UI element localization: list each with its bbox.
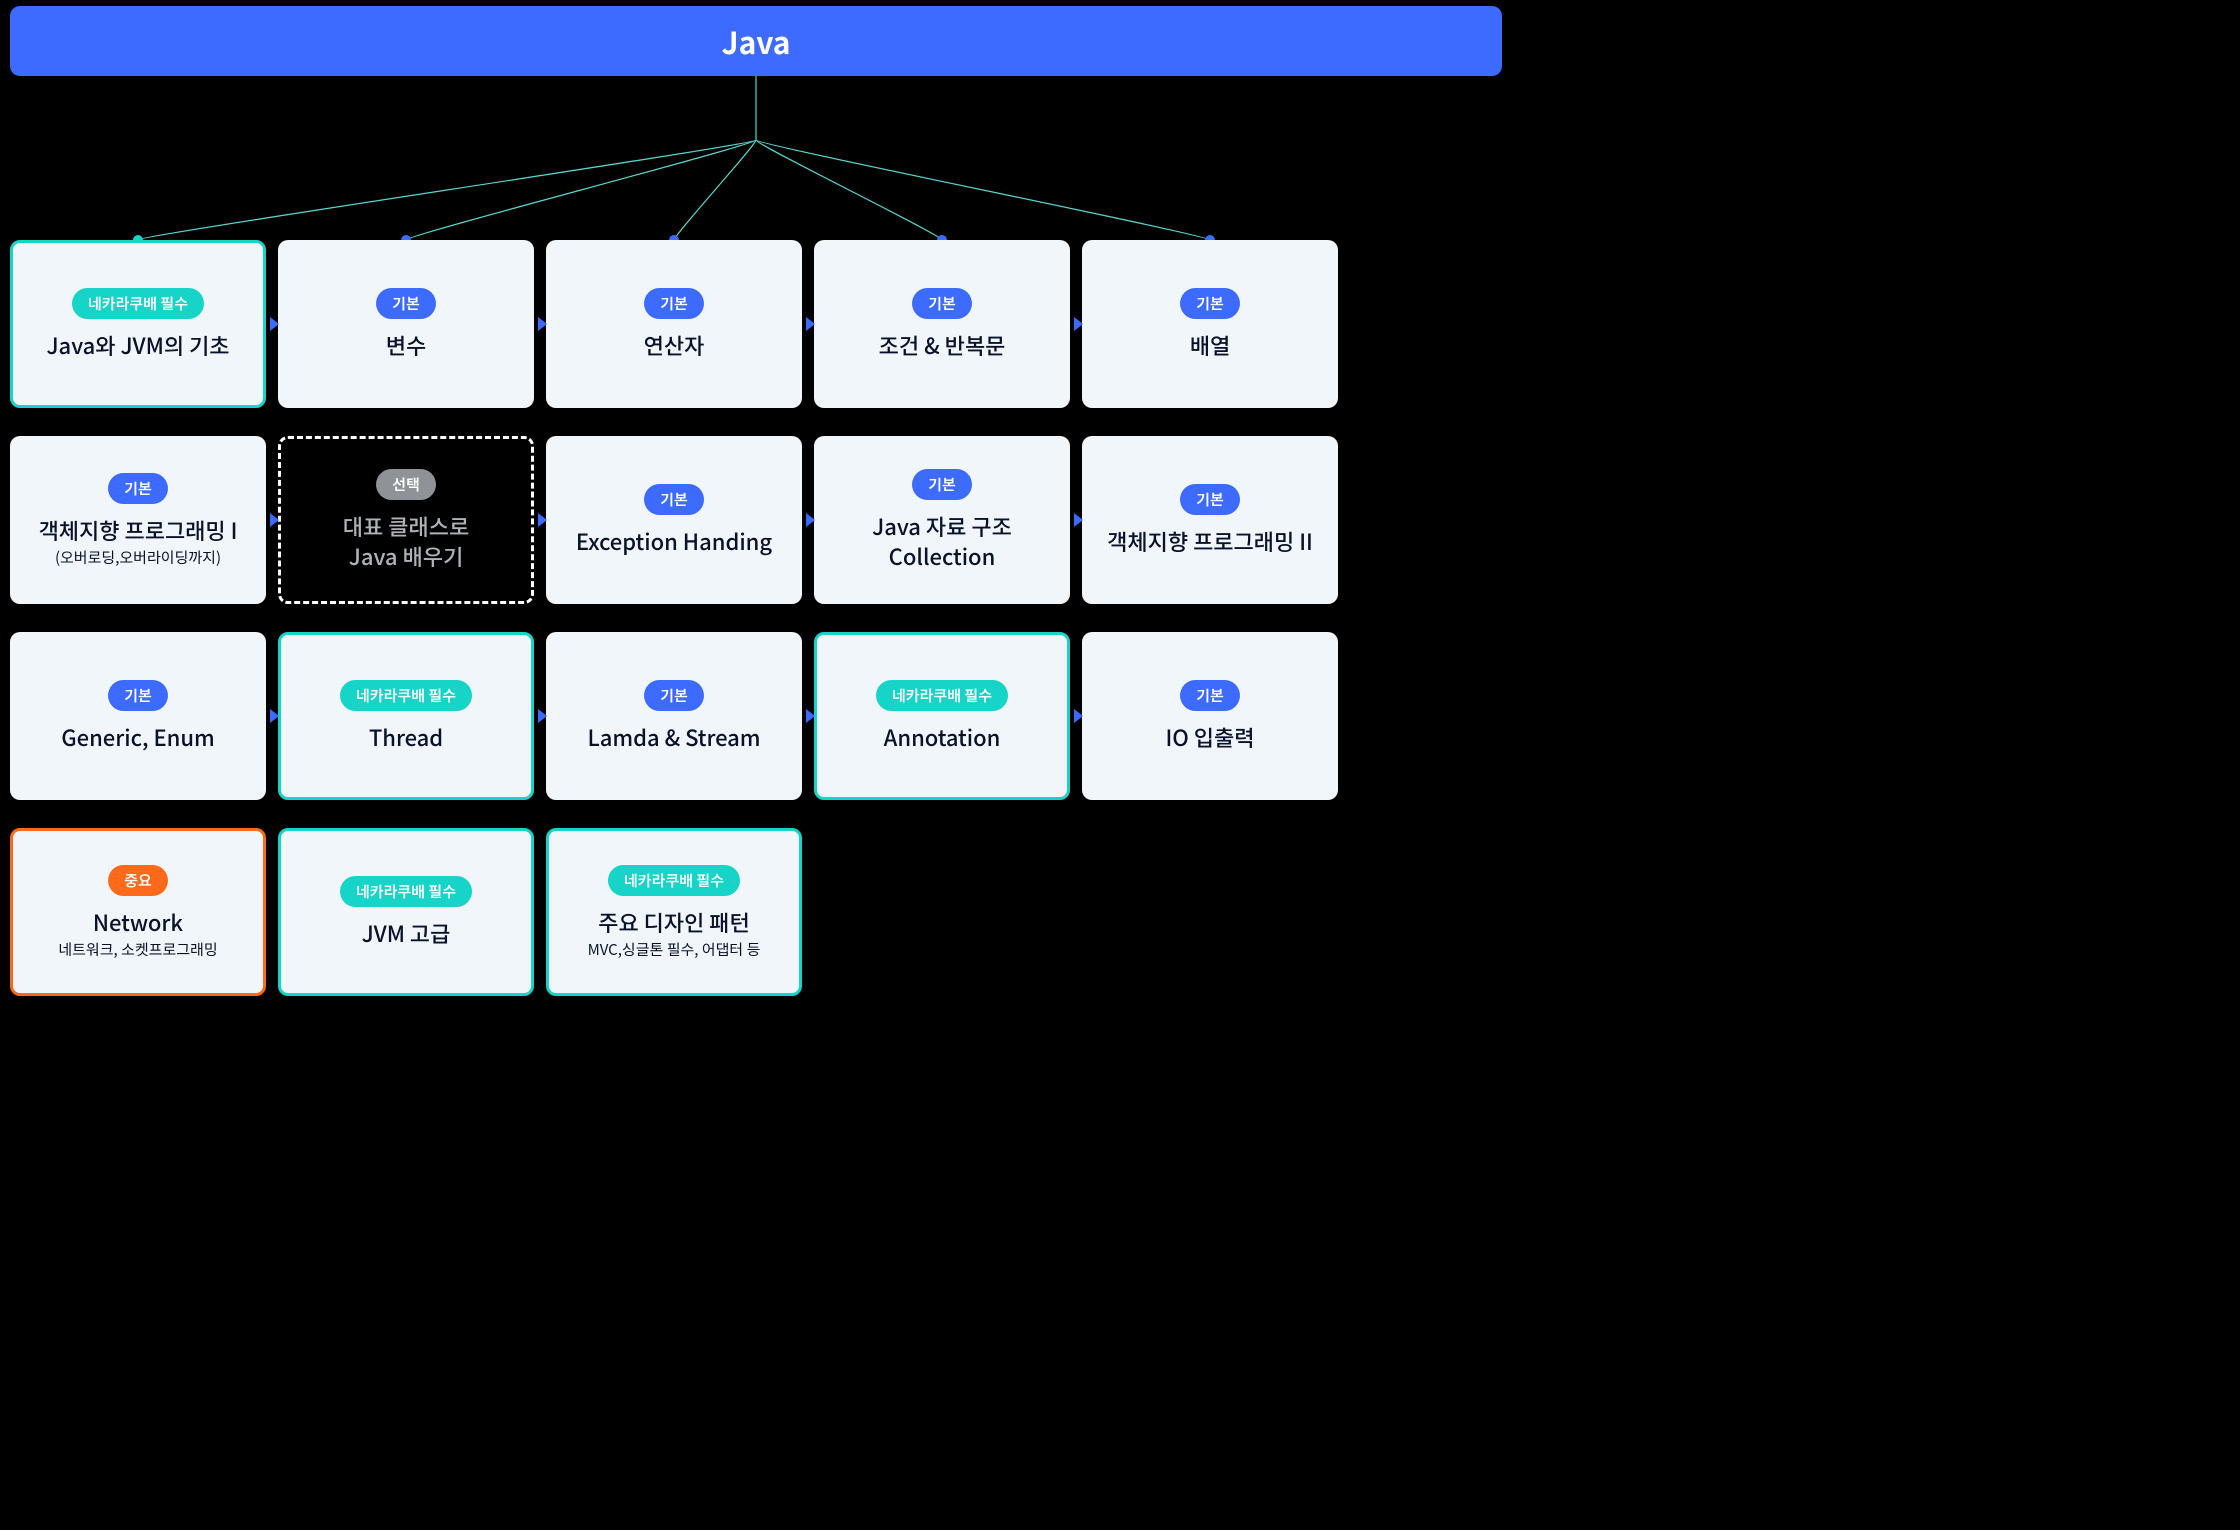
topic-card[interactable]: 기본객체지향 프로그래밍 II: [1082, 436, 1338, 604]
card-badge: 기본: [1180, 680, 1240, 711]
card-title: 변수: [386, 331, 426, 361]
card-title: 조건 & 반복문: [879, 331, 1006, 361]
topic-card[interactable]: 기본 Generic, Enum: [10, 632, 266, 800]
card-badge: 네카라쿠배 필수: [340, 876, 472, 907]
card-badge: 기본: [1180, 484, 1240, 515]
flow-arrow-icon: [806, 709, 815, 723]
card-badge: 네카라쿠배 필수: [340, 680, 472, 711]
topic-card[interactable]: 네카라쿠배 필수 Annotation: [814, 632, 1070, 800]
topic-card[interactable]: 기본 Exception Handing: [546, 436, 802, 604]
flow-arrow-icon: [1074, 709, 1083, 723]
topic-card[interactable]: 기본연산자: [546, 240, 802, 408]
card-title: 객체지향 프로그래밍 II: [1107, 527, 1313, 557]
card-title: Generic, Enum: [61, 723, 215, 753]
card-title: Java와 JVM의 기초: [46, 331, 229, 361]
topic-card[interactable]: 기본조건 & 반복문: [814, 240, 1070, 408]
topic-card[interactable]: 선택대표 클래스로Java 배우기: [278, 436, 534, 604]
card-badge: 선택: [376, 469, 436, 500]
flow-arrow-icon: [270, 317, 279, 331]
topic-card[interactable]: 기본변수: [278, 240, 534, 408]
flow-arrow-icon: [1074, 513, 1083, 527]
card-badge: 기본: [644, 484, 704, 515]
topic-card[interactable]: 중요 Network네트워크, 소켓프로그래밍: [10, 828, 266, 996]
topic-card[interactable]: 네카라쿠배 필수주요 디자인 패턴MVC,싱글톤 필수, 어댑터 등: [546, 828, 802, 996]
card-title: IO 입출력: [1165, 723, 1254, 753]
flow-arrow-icon: [538, 709, 547, 723]
card-subtitle: MVC,싱글톤 필수, 어댑터 등: [588, 940, 761, 960]
card-badge: 네카라쿠배 필수: [876, 680, 1008, 711]
card-title: 객체지향 프로그래밍 I: [39, 516, 238, 546]
topic-card[interactable]: 기본배열: [1082, 240, 1338, 408]
card-badge: 기본: [1180, 288, 1240, 319]
topic-card[interactable]: 기본 Lamda & Stream: [546, 632, 802, 800]
flow-arrow-icon: [538, 513, 547, 527]
flow-arrow-icon: [270, 709, 279, 723]
topic-card[interactable]: 기본 IO 입출력: [1082, 632, 1338, 800]
card-badge: 기본: [108, 680, 168, 711]
card-badge: 네카라쿠배 필수: [72, 288, 204, 319]
card-badge: 기본: [644, 288, 704, 319]
flow-arrow-icon: [538, 317, 547, 331]
card-badge: 기본: [912, 469, 972, 500]
card-badge: 기본: [376, 288, 436, 319]
topic-card[interactable]: 기본 Java 자료 구조Collection: [814, 436, 1070, 604]
flow-arrow-icon: [806, 513, 815, 527]
card-title: 배열: [1190, 331, 1230, 361]
root-header-label: Java: [722, 19, 791, 63]
topic-card[interactable]: 기본객체지향 프로그래밍 I(오버로딩,오버라이딩까지): [10, 436, 266, 604]
card-subtitle: 네트워크, 소켓프로그래밍: [58, 940, 217, 960]
topic-card[interactable]: 네카라쿠배 필수 Thread: [278, 632, 534, 800]
card-badge: 네카라쿠배 필수: [608, 865, 740, 896]
card-title: Network: [93, 908, 183, 938]
flow-arrow-icon: [1074, 317, 1083, 331]
card-title: 대표 클래스로Java 배우기: [343, 512, 469, 571]
topic-card[interactable]: 네카라쿠배 필수 Java와 JVM의 기초: [10, 240, 266, 408]
card-badge: 중요: [108, 865, 168, 896]
card-title: 주요 디자인 패턴: [598, 908, 750, 938]
card-badge: 기본: [108, 473, 168, 504]
card-badge: 기본: [644, 680, 704, 711]
card-badge: 기본: [912, 288, 972, 319]
card-title: Thread: [369, 723, 443, 753]
flow-arrow-icon: [806, 317, 815, 331]
card-title: 연산자: [644, 331, 705, 361]
card-subtitle: (오버로딩,오버라이딩까지): [55, 548, 221, 568]
card-title: Java 자료 구조Collection: [872, 512, 1012, 571]
card-title: Exception Handing: [576, 527, 772, 557]
flow-arrow-icon: [270, 513, 279, 527]
card-title: Annotation: [884, 723, 1001, 753]
topic-card[interactable]: 네카라쿠배 필수 JVM 고급: [278, 828, 534, 996]
root-header: Java: [10, 6, 1502, 76]
diagram-canvas: Java 네카라쿠배 필수Java와 JVM의 기초기본변수기본연산자기본조건 …: [0, 0, 1512, 1030]
card-title: Lamda & Stream: [587, 723, 760, 753]
card-title: JVM 고급: [362, 919, 451, 949]
